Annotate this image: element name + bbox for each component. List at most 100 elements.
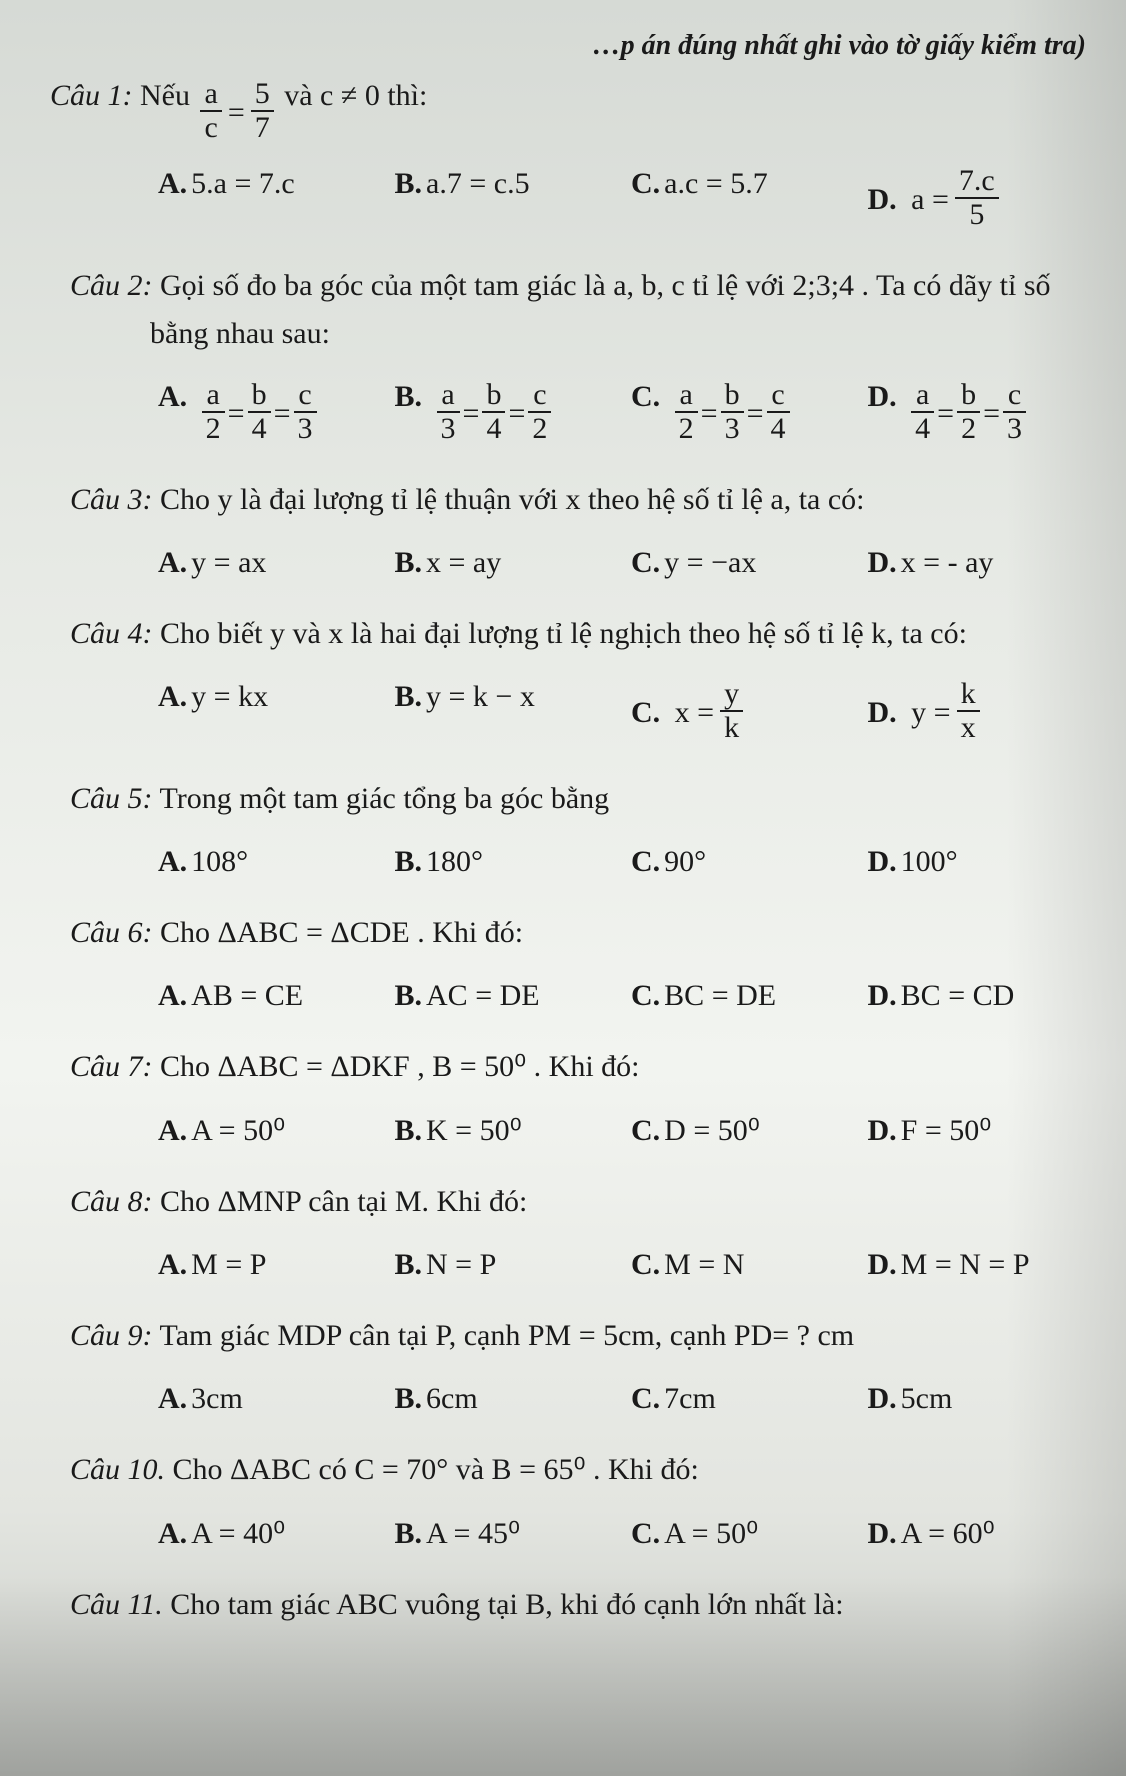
num: b [482,379,505,413]
num: y [720,678,743,712]
den: x [957,712,980,744]
opt-text: M = N = P [901,1248,1030,1281]
q9-opt-b: B.6cm [387,1378,624,1420]
q11-label: Câu 11. [70,1588,163,1621]
opt-text: 5.a = 7.c [191,167,295,200]
opt-text: A = 45⁰ [426,1517,520,1550]
q3-opt-a: A.y = ax [150,542,387,584]
opt-text: a = [911,183,949,217]
question-7: Câu 7: Cho ΔABC = ΔDKF , B = 50⁰ . Khi đ… [70,1043,1096,1091]
opt-text: A = 50⁰ [191,1114,285,1147]
q7-label: Câu 7: [70,1050,153,1083]
q4-options: A.y = kx B.y = k − x C. x = yk D. y = kx [70,676,1096,749]
q6-label: Câu 6: [70,916,153,949]
num: c [767,379,790,413]
q10-opt-d: D.A = 60⁰ [860,1512,1097,1555]
q1-post: và c ≠ 0 thì: [284,79,427,112]
q7-opt-a: A.A = 50⁰ [150,1109,387,1152]
den: 4 [248,413,271,445]
opt-text: 5cm [901,1382,953,1415]
q9-opt-c: C.7cm [623,1378,860,1420]
q6-opt-c: C.BC = DE [623,975,860,1017]
q6-options: A.AB = CE B.AC = DE C.BC = DE D.BC = CD [70,975,1096,1017]
q6-text: Cho ΔABC = ΔCDE . Khi đó: [160,916,523,949]
num: a [202,379,225,413]
opt-text: x = [675,696,714,730]
opt-text: BC = DE [664,979,776,1012]
q9-label: Câu 9: [70,1319,153,1352]
q1-options: A.5.a = 7.c B.a.7 = c.5 C.a.c = 5.7 D. a… [70,163,1096,236]
q4-opt-b: B.y = k − x [387,676,624,749]
q4-label: Câu 4: [70,617,153,650]
opt-text: A = 60⁰ [901,1517,995,1550]
opt-text: AB = CE [191,979,303,1012]
opt-text: a.c = 5.7 [664,167,768,200]
q4-opt-a: A.y = kx [150,676,387,749]
question-6: Câu 6: Cho ΔABC = ΔCDE . Khi đó: [70,909,1096,957]
q7-opt-c: C.D = 50⁰ [623,1109,860,1152]
question-8: Câu 8: Cho ΔMNP cân tại M. Khi đó: [70,1178,1096,1226]
q2-opt-b: B. a3= b4= c2 [387,376,624,450]
q10-label: Câu 10. [70,1453,165,1486]
opt-text: A = 50⁰ [664,1517,758,1550]
num: 7.c [955,165,999,199]
q6-opt-b: B.AC = DE [387,975,624,1017]
den: 4 [911,413,934,445]
q11-text: Cho tam giác ABC vuông tại B, khi đó cạn… [170,1588,843,1621]
opt-text: 7cm [664,1382,716,1415]
q1-d-eq: a = 7.c 5 [908,167,1002,232]
opt-text: x = - ay [901,546,994,579]
q10-opt-c: C.A = 50⁰ [623,1512,860,1555]
den: 3 [437,413,460,445]
q3-label: Câu 3: [70,483,153,516]
opt-text: y = [911,696,950,730]
opt-text: 180° [426,845,483,878]
question-3: Câu 3: Cho y là đại lượng tỉ lệ thuận vớ… [70,476,1096,524]
question-1: Câu 1: Nếu a c = 5 7 và c ≠ 0 thì: [50,72,1096,145]
q1-pre: Nếu [140,79,197,112]
opt-text: K = 50⁰ [426,1114,522,1147]
opt-text: 6cm [426,1382,478,1415]
den: 2 [957,413,980,445]
opt-text: x = ay [426,546,501,579]
den: 4 [482,413,505,445]
opt-text: D = 50⁰ [664,1114,760,1147]
q1-frac-right: 5 7 [251,78,274,143]
header-note: …p án đúng nhất ghi vào tờ giấy kiểm tra… [70,30,1096,62]
den: 3 [294,413,317,445]
exam-page: …p án đúng nhất ghi vào tờ giấy kiểm tra… [0,0,1126,1776]
q4-text: Cho biết y và x là hai đại lượng tỉ lệ n… [160,617,967,650]
den: 3 [1003,413,1026,445]
opt-text: a.7 = c.5 [426,167,530,200]
q7-opt-b: B.K = 50⁰ [387,1109,624,1152]
opt-text: AC = DE [426,979,540,1012]
q1-opt-d: D. a = 7.c 5 [860,163,1097,236]
num: k [957,678,980,712]
eq-sign: = [228,89,245,137]
den: 2 [675,413,698,445]
num: b [957,379,980,413]
q8-opt-d: D.M = N = P [860,1244,1097,1286]
opt-text: M = N [664,1248,744,1281]
den: 4 [767,413,790,445]
opt-text: A = 40⁰ [191,1517,285,1550]
den: 2 [528,413,551,445]
q2-label: Câu 2: [70,269,153,302]
q3-opt-d: D.x = - ay [860,542,1097,584]
q5-opt-a: A.108° [150,841,387,883]
num: c [528,379,551,413]
q8-label: Câu 8: [70,1185,153,1218]
q6-opt-a: A.AB = CE [150,975,387,1017]
opt-text: BC = CD [901,979,1015,1012]
q1-frac-left: a c [200,78,221,143]
opt-text: 3cm [191,1382,243,1415]
q4-opt-c: C. x = yk [623,676,860,749]
num: a [675,379,698,413]
q3-text: Cho y là đại lượng tỉ lệ thuận với x the… [160,483,865,516]
q10-text: Cho ΔABC có C = 70° và B = 65⁰ . Khi đó: [173,1453,699,1486]
q5-opt-d: D.100° [860,841,1097,883]
q9-options: A.3cm B.6cm C.7cm D.5cm [70,1378,1096,1420]
num: a [437,379,460,413]
q1-equation: a c = 5 7 [197,80,276,145]
q2-opt-c: C. a2= b3= c4 [623,376,860,450]
